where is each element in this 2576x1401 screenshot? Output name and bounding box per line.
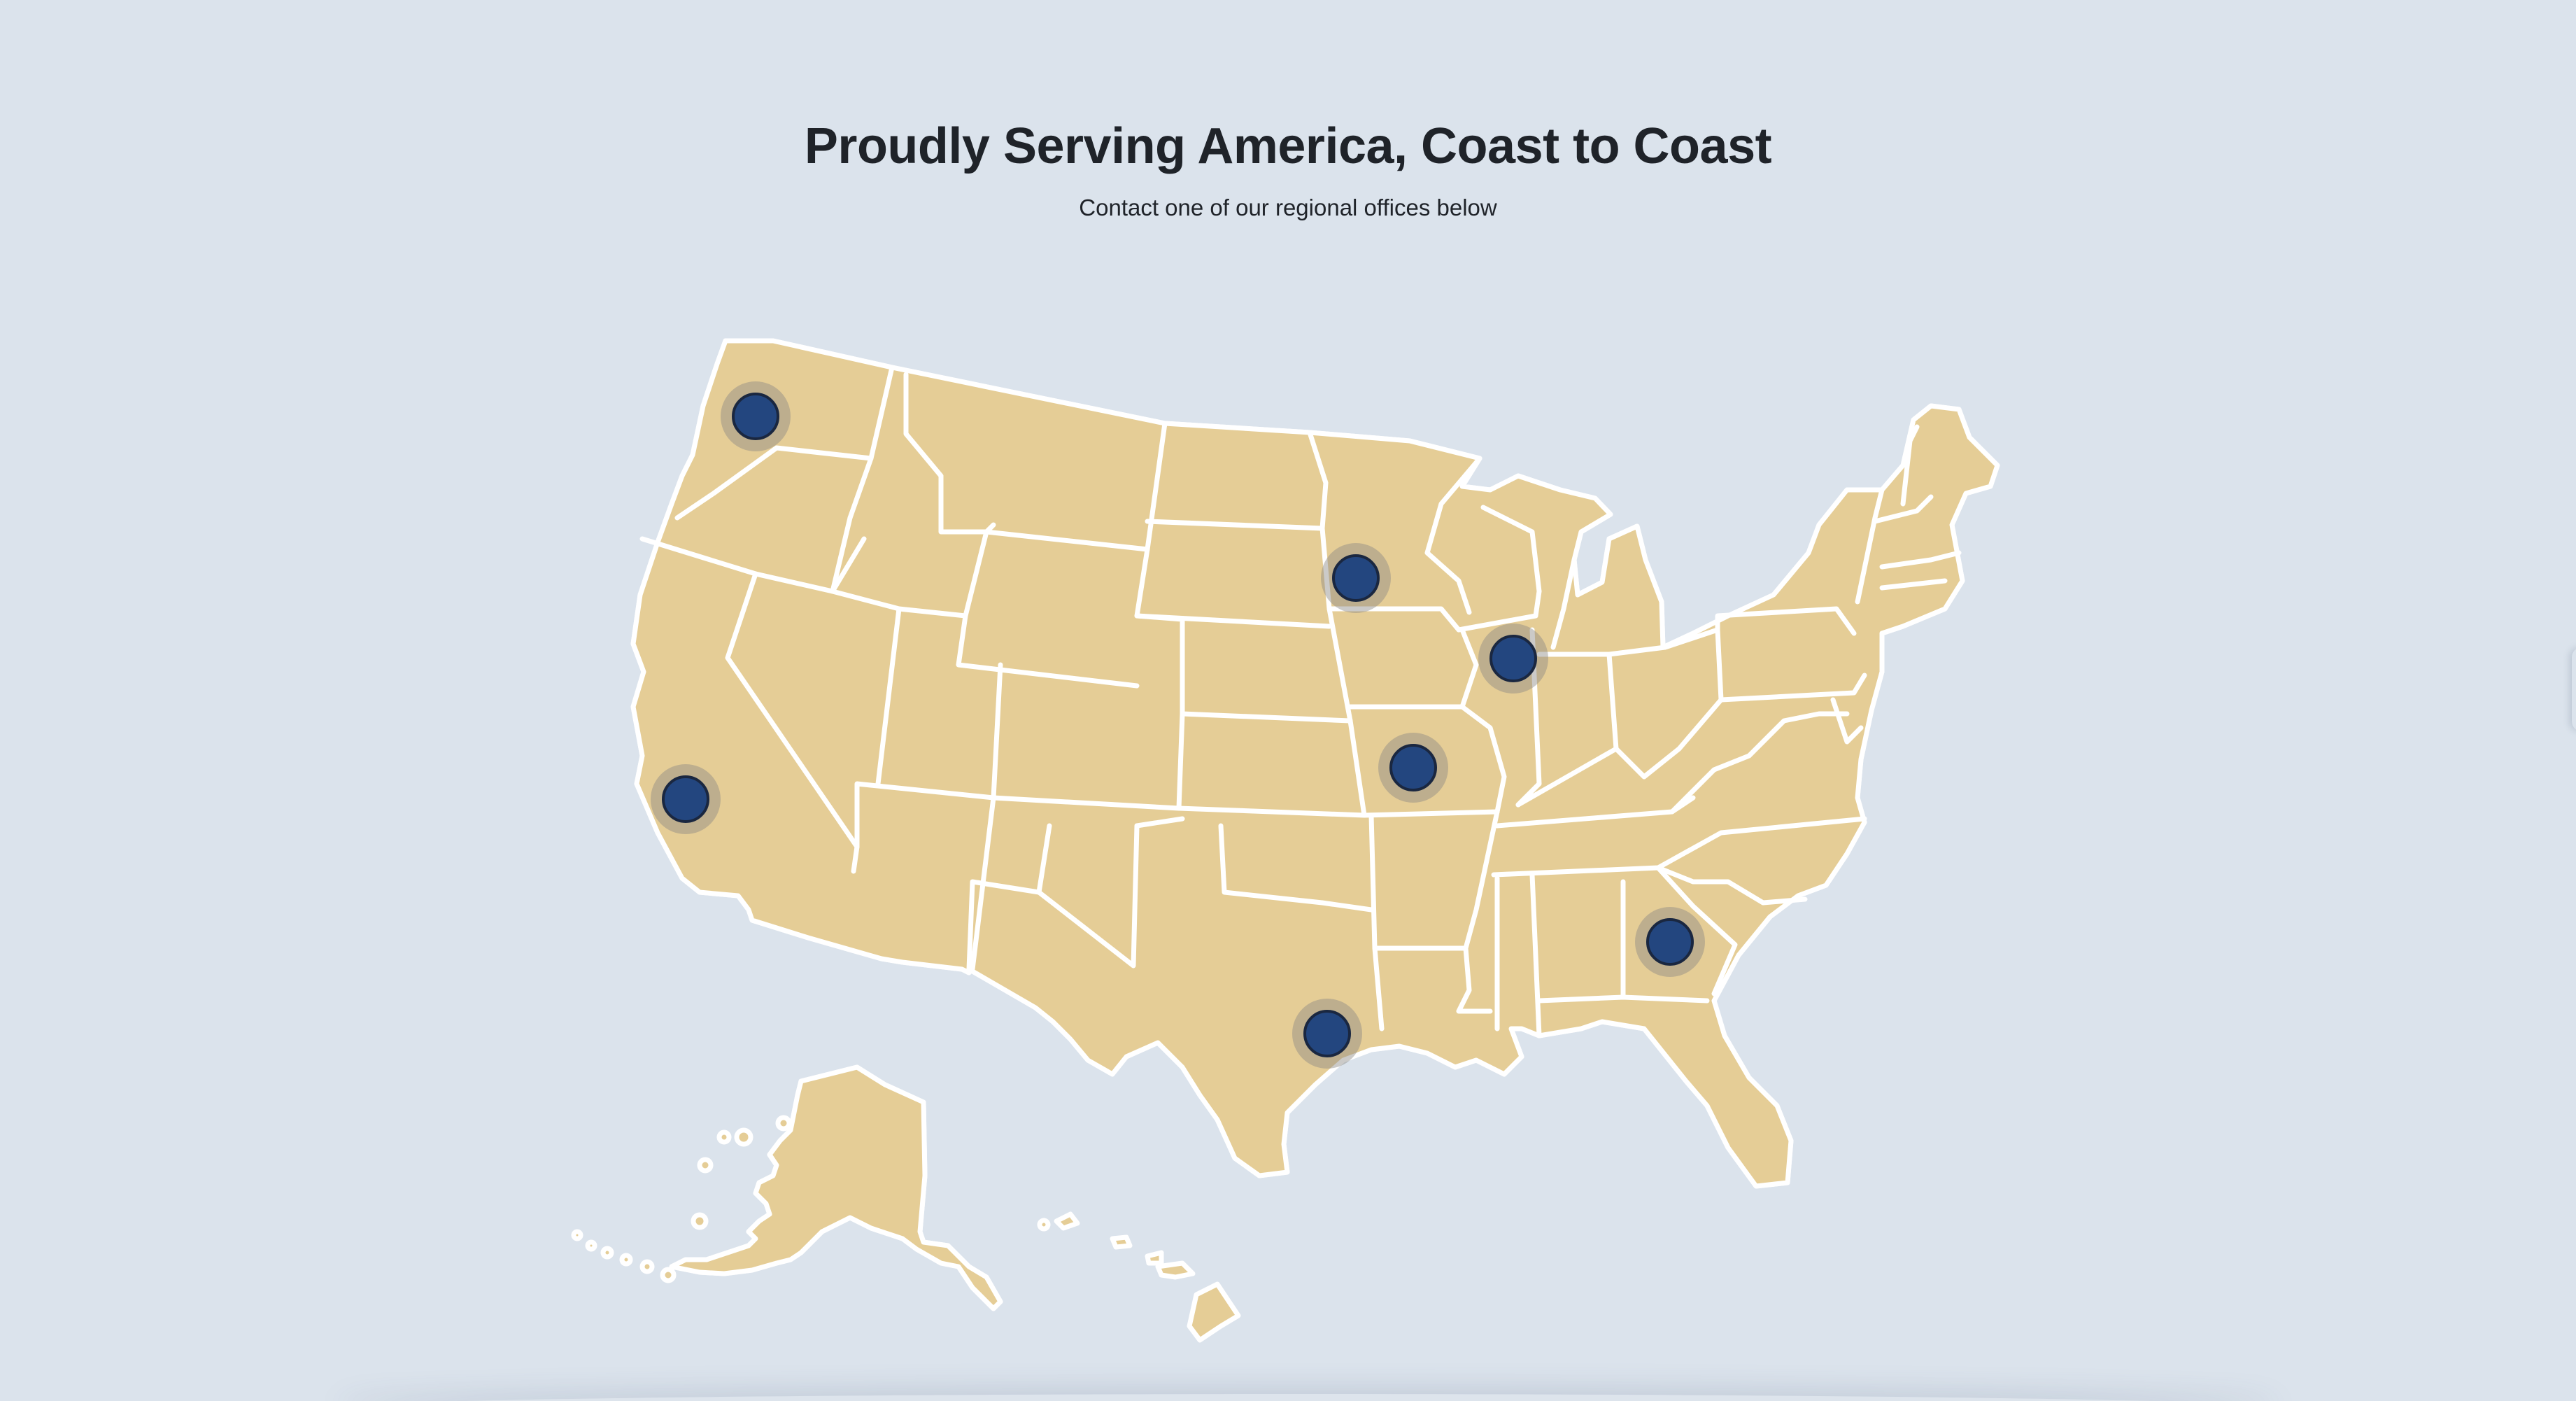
office-marker-dot[interactable] <box>732 393 779 440</box>
office-marker-houston[interactable]: Houston, TX <box>1292 999 1362 1069</box>
office-marker-seattle[interactable]: Seattle, WA <box>721 381 791 451</box>
office-marker-dot[interactable] <box>1332 554 1380 602</box>
office-marker-kansas-city[interactable]: Kansas City, MO <box>1378 733 1448 803</box>
office-marker-chicago[interactable]: Chicago, IL <box>1478 624 1548 694</box>
aleutian-islands <box>571 1115 792 1283</box>
hawaii-islands <box>1037 1211 1241 1343</box>
office-marker-dot[interactable] <box>1489 635 1537 682</box>
office-marker-dot[interactable] <box>1389 744 1437 791</box>
office-marker-minneapolis[interactable]: Minneapolis, MN <box>1321 543 1391 613</box>
state-borders <box>639 365 1962 1039</box>
side-scroll-tab[interactable] <box>2572 647 2576 731</box>
office-marker-dot[interactable] <box>1646 918 1694 966</box>
office-markers: Seattle, WA Los Angeles, CA Minneapolis, M… <box>651 381 1705 1069</box>
office-marker-dot[interactable] <box>662 775 709 823</box>
page-subtitle: Contact one of our regional offices belo… <box>1079 195 1497 220</box>
office-marker-dot[interactable] <box>1303 1010 1351 1057</box>
office-marker-los-angeles[interactable]: Los Angeles, CA <box>651 764 721 834</box>
bottom-panel-edge <box>336 1394 2281 1401</box>
page-title: Proudly Serving America, Coast to Coast <box>804 118 1772 174</box>
office-marker-atlanta[interactable]: Atlanta, GA <box>1635 907 1705 977</box>
